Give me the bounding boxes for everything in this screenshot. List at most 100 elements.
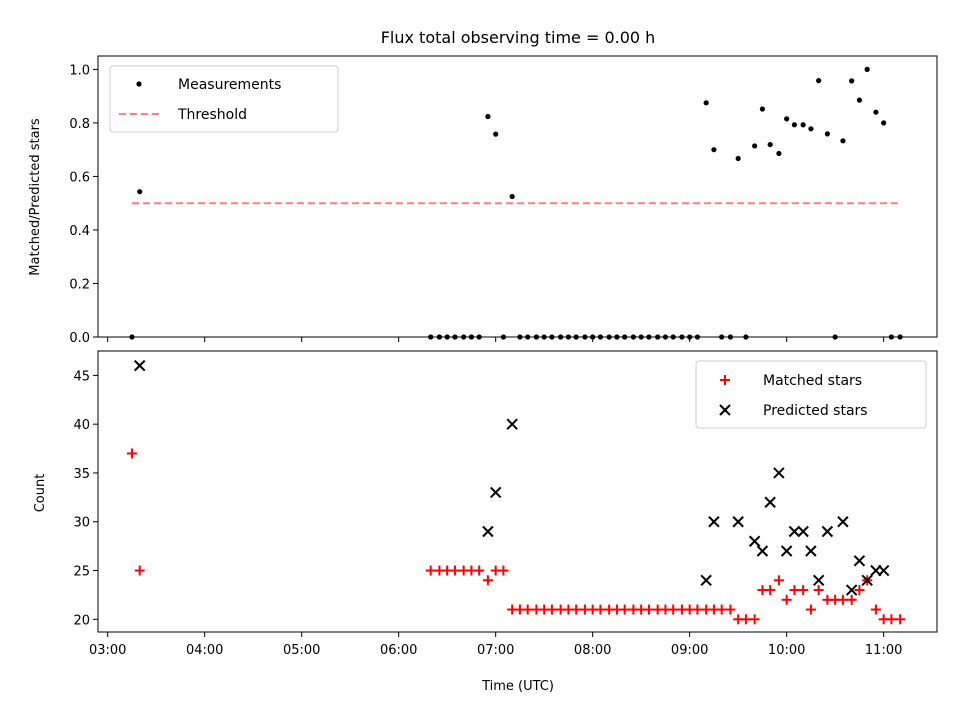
matched-star-marker xyxy=(643,604,654,615)
predicted-star-marker xyxy=(489,486,502,499)
measurement-point xyxy=(824,131,830,137)
matched-star-marker xyxy=(740,614,751,625)
predicted-star-marker xyxy=(788,525,801,538)
legend-box xyxy=(695,360,927,429)
x-axis-label: Time (UTC) xyxy=(481,679,554,694)
matched-star-marker xyxy=(126,448,137,459)
matched-star-marker xyxy=(765,585,776,596)
bottom-y-tick-label: 30 xyxy=(73,516,90,531)
predicted-star-marker xyxy=(134,359,146,372)
predicted-star-marker xyxy=(482,525,494,538)
matched-star-marker xyxy=(805,604,816,615)
bottom-y-tick-label: 20 xyxy=(73,613,90,628)
matched-star-marker xyxy=(571,604,582,615)
legend-box xyxy=(109,65,339,133)
x-tick-label: 05:00 xyxy=(283,643,320,658)
matched-star-marker xyxy=(546,604,557,615)
measurement-point xyxy=(784,116,790,122)
bottom-axes-frame xyxy=(97,350,938,633)
measurement-point xyxy=(711,147,717,153)
predicted-star-marker xyxy=(805,545,817,557)
measurement-point xyxy=(509,193,515,200)
matched-star-marker xyxy=(474,565,485,576)
matched-star-marker xyxy=(692,604,703,615)
x-tick-label: 08:00 xyxy=(574,643,611,658)
predicted-star-marker xyxy=(732,516,744,528)
measurement-point xyxy=(767,141,773,148)
measurement-point xyxy=(808,126,814,132)
matched-star-marker xyxy=(595,604,606,615)
measurement-point xyxy=(776,150,782,157)
legend-measurements-marker xyxy=(136,81,142,87)
measurement-point xyxy=(873,109,879,115)
matched-star-marker xyxy=(854,585,865,596)
x-tick-label: 04:00 xyxy=(186,643,223,658)
x-tick-label: 10:00 xyxy=(768,643,805,658)
predicted-star-marker xyxy=(773,467,785,479)
matched-star-marker xyxy=(134,565,145,576)
legend-predicted-label: Predicted stars xyxy=(763,403,868,419)
predicted-star-marker xyxy=(861,574,873,586)
measurement-point xyxy=(759,106,766,112)
bottom-y-tick-label: 35 xyxy=(73,467,90,482)
predicted-star-marker xyxy=(756,545,769,557)
predicted-star-marker xyxy=(797,525,809,538)
legend-measurements-label: Measurements xyxy=(178,77,281,93)
measurement-point xyxy=(864,66,870,72)
x-tick-label: 09:00 xyxy=(671,643,708,658)
matched-star-marker xyxy=(895,614,906,625)
matched-star-marker xyxy=(425,565,436,576)
bottom-legend: Matched stars Predicted stars xyxy=(695,360,927,429)
matched-star-marker xyxy=(870,604,881,615)
legend-predicted-marker xyxy=(719,404,731,416)
matched-star-marker xyxy=(886,614,897,625)
top-y-tick-label: 0.2 xyxy=(69,277,90,292)
predicted-star-marker xyxy=(812,574,825,586)
matched-star-marker xyxy=(837,594,848,605)
matched-star-marker xyxy=(498,565,509,576)
x-tick-label: 11:00 xyxy=(865,643,902,658)
matched-star-marker xyxy=(619,604,630,615)
matched-star-marker xyxy=(522,604,533,615)
predicted-star-marker xyxy=(837,516,849,528)
predicted-star-marker xyxy=(506,418,518,430)
matched-star-marker xyxy=(449,565,460,576)
predicted-star-marker xyxy=(877,564,890,577)
matched-star-marker xyxy=(482,575,493,586)
predicted-star-marker xyxy=(821,525,834,538)
top-y-tick-label: 1.0 xyxy=(69,63,90,78)
measurement-point xyxy=(856,97,863,103)
measurement-point xyxy=(791,122,798,128)
measurement-point xyxy=(735,155,741,162)
x-tick-label: 03:00 xyxy=(89,643,126,658)
top-legend: Measurements Threshold xyxy=(109,65,339,133)
matched-star-marker xyxy=(716,604,727,615)
matched-star-marker xyxy=(668,604,679,615)
measurement-point xyxy=(840,138,846,144)
bottom-plot-area: 20 25 30 35 40 45 03:00 04:00 05:00 06:00 07:00 08:… xyxy=(73,350,938,658)
legend-matched-label: Matched stars xyxy=(763,373,862,389)
x-tick-label: 06:00 xyxy=(380,643,417,658)
predicted-star-marker xyxy=(700,574,712,586)
bottom-series-predicted-stars xyxy=(134,359,890,596)
measurement-point xyxy=(493,131,499,137)
matched-star-marker xyxy=(725,604,736,615)
predicted-star-marker xyxy=(845,584,858,596)
measurement-point xyxy=(849,78,855,84)
top-plot-area: 0.0 0.2 0.4 0.6 0.8 1.0 Measurements Threshold xyxy=(69,55,938,346)
legend-matched-marker xyxy=(720,375,730,385)
bottom-series-matched-stars xyxy=(126,448,906,625)
measurement-point xyxy=(881,120,887,126)
chart-title: Flux total observing time = 0.00 h xyxy=(381,28,656,47)
predicted-star-marker xyxy=(780,545,793,557)
predicted-star-marker xyxy=(708,516,720,528)
bottom-y-tick-label: 25 xyxy=(73,565,90,580)
matched-star-marker xyxy=(749,614,760,625)
bottom-y-axis-label: Count xyxy=(33,474,48,513)
measurement-point xyxy=(137,189,143,195)
top-y-tick-label: 0.0 xyxy=(69,331,90,346)
measurement-point xyxy=(752,143,758,149)
measurement-point xyxy=(703,100,709,106)
top-y-tick-label: 0.8 xyxy=(69,117,90,132)
